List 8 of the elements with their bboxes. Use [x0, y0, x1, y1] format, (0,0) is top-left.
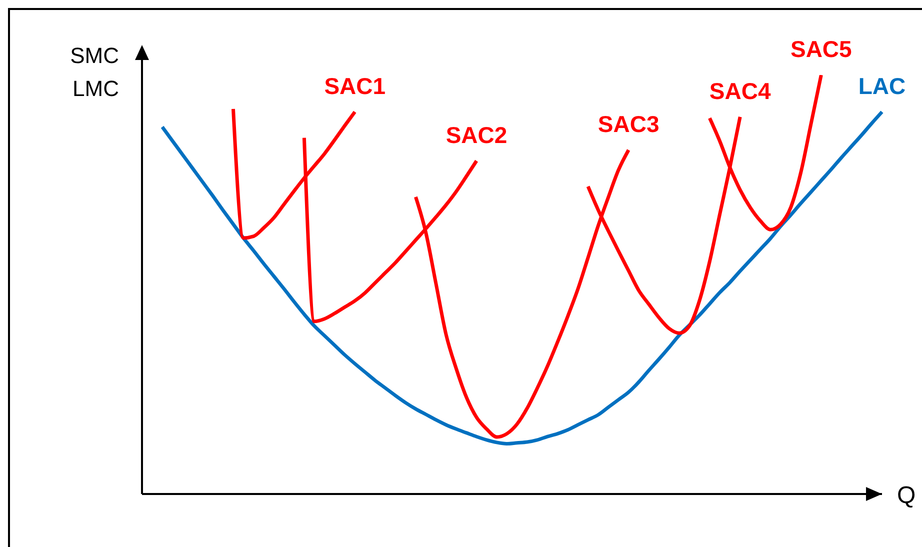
series-label: SAC5 — [790, 36, 852, 62]
series-label: LAC — [858, 72, 906, 99]
series-label: SAC4 — [709, 78, 771, 104]
y-axis-title: SMC LMC — [69, 42, 119, 103]
series-label: SAC3 — [598, 111, 660, 137]
x-axis-title: Q — [897, 482, 916, 509]
series-label: SAC1 — [324, 72, 386, 99]
series-label: SAC2 — [446, 122, 508, 148]
